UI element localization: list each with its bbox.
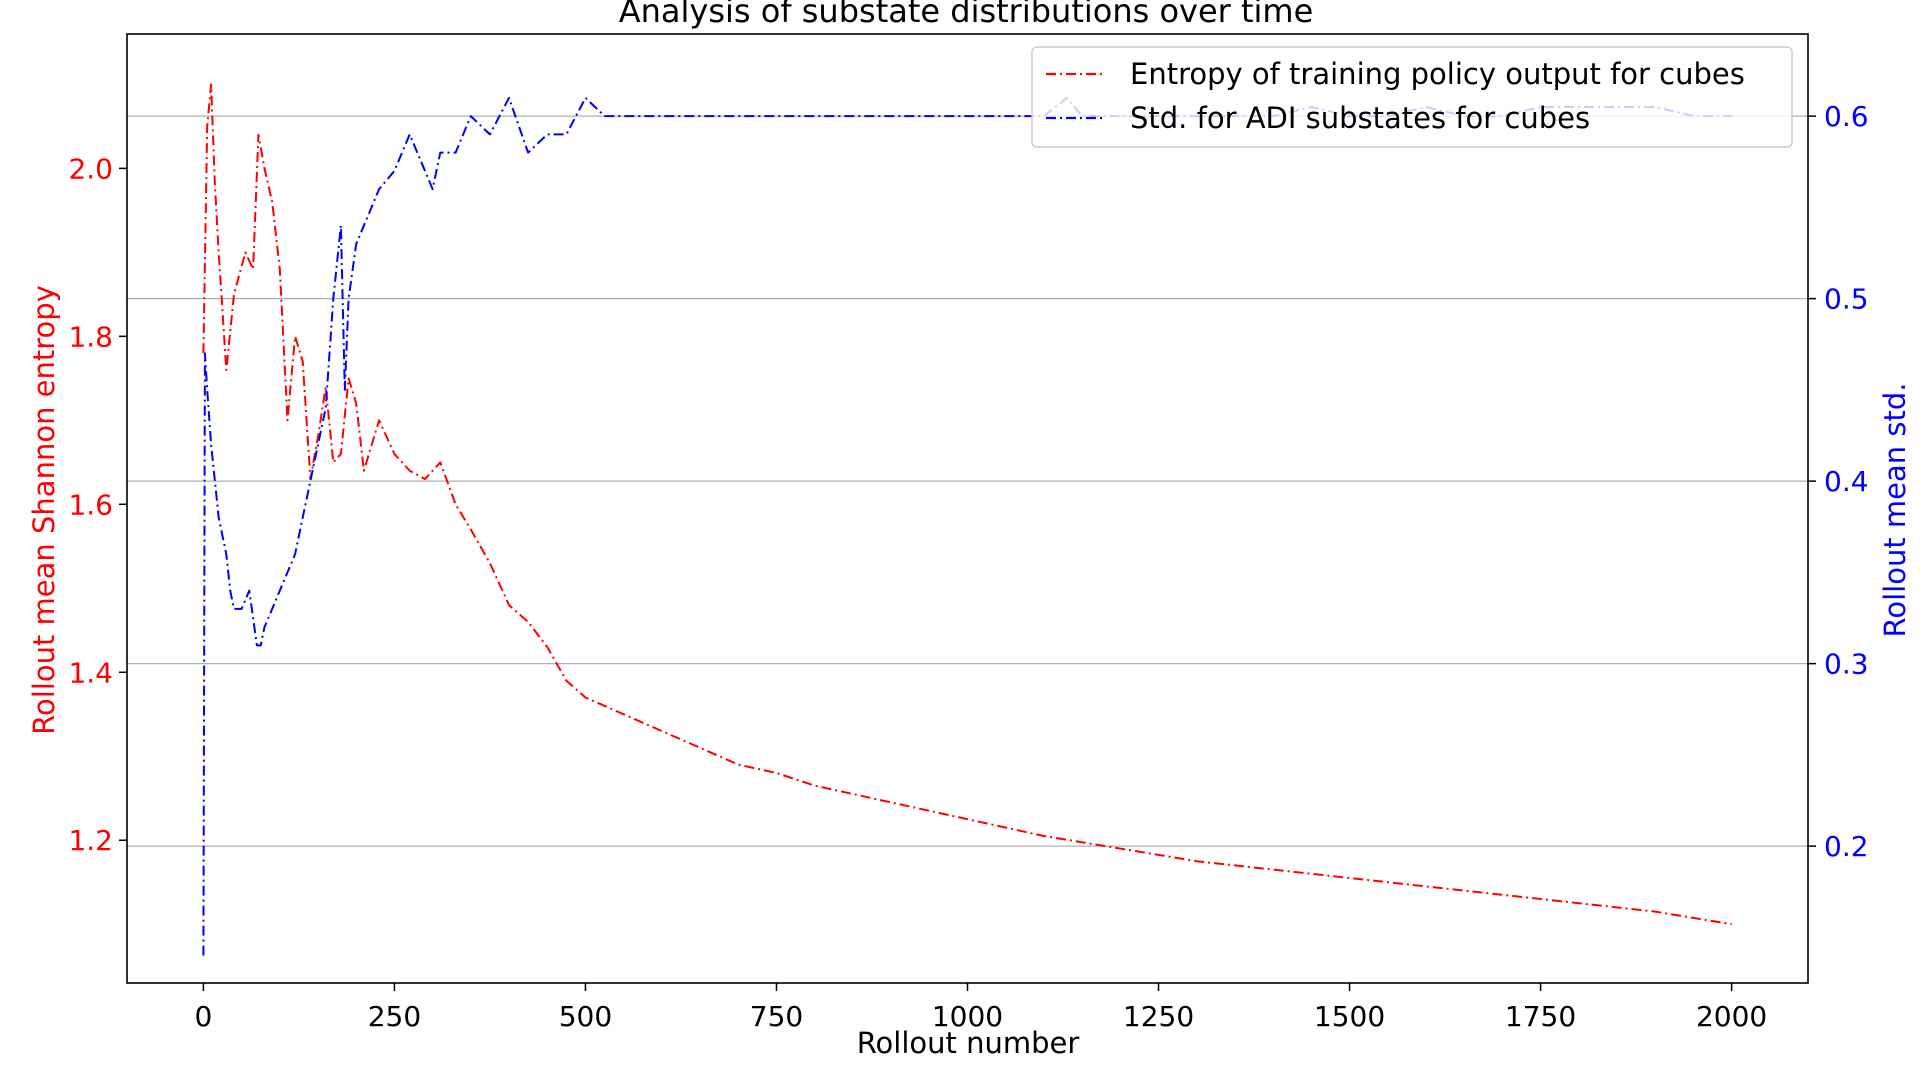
x-tick-label: 0 [194,1000,212,1033]
left-y-tick-label: 2.0 [68,152,113,185]
x-tick-label: 500 [559,1000,612,1033]
series-lines [202,83,1732,956]
legend-label-std: Std. for ADI substates for cubes [1130,101,1590,135]
std-series-line [202,96,1732,956]
x-tick-label: 1000 [932,1000,1003,1033]
legend: Entropy of training policy output for cu… [1031,46,1793,148]
x-axis-label: Rollout number [857,1026,1080,1060]
right-y-tick-label: 0.5 [1824,283,1869,316]
right-y-tick-label: 0.4 [1824,465,1869,498]
legend-box [1031,46,1793,148]
x-tick-label: 250 [368,1000,421,1033]
right-y-tick-label: 0.2 [1824,830,1869,863]
left-y-tick-label: 1.2 [68,824,113,857]
legend-label-entropy: Entropy of training policy output for cu… [1130,57,1745,91]
left-y-axis-ticks: 1.2 1.4 1.6 1.8 2.0 [68,152,127,857]
entropy-series-line [202,83,1732,926]
right-y-tick-label: 0.6 [1824,100,1869,133]
x-tick-label: 1250 [1123,1000,1194,1033]
left-y-tick-label: 1.4 [68,656,113,689]
left-y-tick-label: 1.8 [68,320,113,353]
left-y-tick-label: 1.6 [68,488,113,521]
chart-title: Analysis of substate distributions over … [619,0,1314,30]
x-tick-label: 1500 [1314,1000,1385,1033]
x-axis-ticks: 0 250 500 750 1000 1250 1500 1750 2000 [194,983,1767,1033]
x-tick-label: 1750 [1505,1000,1576,1033]
x-tick-label: 750 [750,1000,803,1033]
left-y-axis-label: Rollout mean Shannon entropy [27,285,61,735]
x-tick-label: 2000 [1696,1000,1767,1033]
right-y-tick-label: 0.3 [1824,648,1869,681]
right-y-axis-ticks: 0.2 0.3 0.4 0.5 0.6 [1808,100,1869,863]
right-y-axis-label: Rollout mean std. [1878,383,1912,638]
